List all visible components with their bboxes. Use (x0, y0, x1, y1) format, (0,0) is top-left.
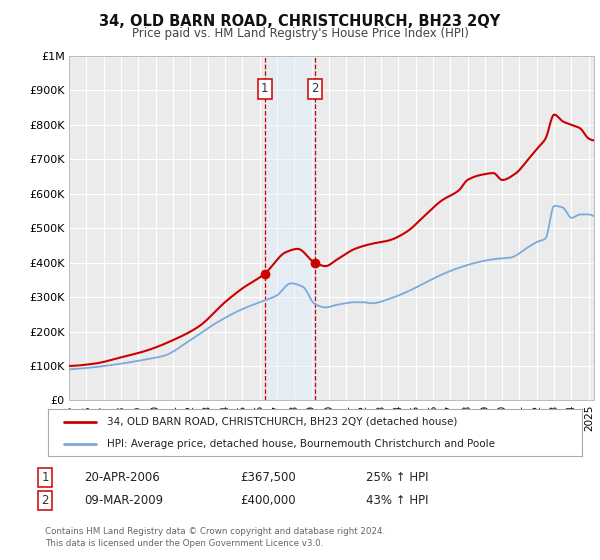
Text: 2: 2 (311, 82, 319, 95)
Text: 20-APR-2006: 20-APR-2006 (84, 470, 160, 484)
Bar (265, 56, 314, 400)
Text: £367,500: £367,500 (240, 470, 296, 484)
Text: £400,000: £400,000 (240, 493, 296, 507)
Text: 1: 1 (261, 82, 268, 95)
Text: 43% ↑ HPI: 43% ↑ HPI (366, 493, 428, 507)
Text: 1: 1 (41, 470, 49, 484)
Text: Contains HM Land Registry data © Crown copyright and database right 2024.
This d: Contains HM Land Registry data © Crown c… (45, 527, 385, 548)
Point (310, 258, 319, 267)
Text: 2: 2 (41, 493, 49, 507)
Text: 09-MAR-2009: 09-MAR-2009 (84, 493, 163, 507)
Text: Price paid vs. HM Land Registry's House Price Index (HPI): Price paid vs. HM Land Registry's House … (131, 27, 469, 40)
Text: 34, OLD BARN ROAD, CHRISTCHURCH, BH23 2QY (detached house): 34, OLD BARN ROAD, CHRISTCHURCH, BH23 2Q… (107, 417, 457, 427)
Text: 34, OLD BARN ROAD, CHRISTCHURCH, BH23 2QY: 34, OLD BARN ROAD, CHRISTCHURCH, BH23 2Q… (100, 14, 500, 29)
Point (260, 269, 269, 278)
Text: 25% ↑ HPI: 25% ↑ HPI (366, 470, 428, 484)
Text: HPI: Average price, detached house, Bournemouth Christchurch and Poole: HPI: Average price, detached house, Bour… (107, 438, 495, 449)
